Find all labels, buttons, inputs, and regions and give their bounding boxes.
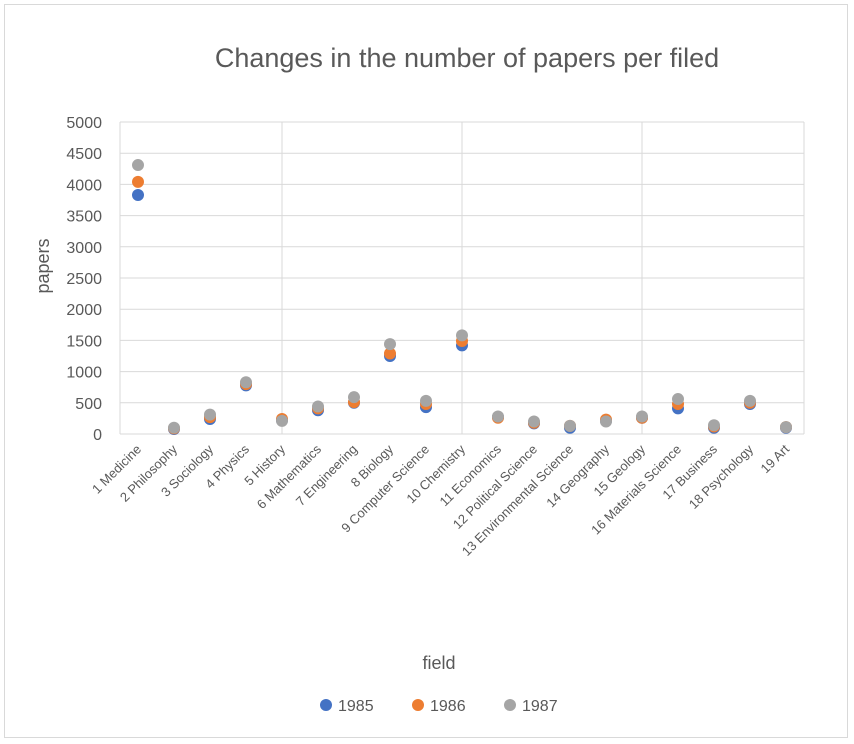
y-tick-label: 2000 [66,302,102,319]
legend-marker-1986 [412,699,424,711]
legend-label-1985: 1985 [338,698,374,715]
point-1987-15 [636,410,648,423]
point-1987-14 [600,415,612,428]
point-1987-10 [456,329,468,342]
point-1987-5 [276,414,288,427]
legend-marker-1987 [504,699,516,711]
point-1987-17 [708,419,720,432]
point-1987-18 [744,394,756,407]
point-1987-2 [168,421,180,434]
point-1987-12 [528,415,540,428]
y-tick-label: 1000 [66,365,102,382]
y-tick-label: 1500 [66,333,102,350]
legend-marker-1985 [320,699,332,711]
legend-label-1986: 1986 [430,698,466,715]
point-1987-11 [492,410,504,423]
x-tick-label: 19 Art [757,441,792,476]
point-1987-6 [312,400,324,413]
y-tick-label: 4000 [66,177,102,194]
point-1987-13 [564,419,576,432]
y-tick-label: 5000 [66,115,102,132]
point-1987-19 [780,421,792,434]
point-1987-4 [240,376,252,389]
data-points [132,159,792,436]
legend: 1985 1986 1987 [320,698,558,715]
point-1987-1 [132,159,144,172]
y-tick-label: 2500 [66,271,102,288]
point-1987-8 [384,338,396,351]
chart-frame [4,4,848,738]
y-axis-label: papers [33,238,53,293]
point-1987-9 [420,394,432,407]
point-1987-3 [204,408,216,421]
point-1987-7 [348,391,360,404]
y-tick-label: 500 [75,396,102,413]
point-1985-1 [132,189,144,202]
y-axis-ticks: 0 500 1000 1500 2000 2500 3000 3500 4000 4500 5000 [66,115,102,444]
y-tick-label: 3000 [66,240,102,257]
y-tick-label: 0 [93,427,102,444]
x-axis-label: field [422,653,455,673]
x-tick-label: 18 Psychology [686,441,757,512]
point-1986-1 [132,175,144,188]
y-tick-label: 3500 [66,209,102,226]
chart-title: Changes in the number of papers per file… [215,43,719,73]
point-1987-16 [672,393,684,406]
gridlines [119,121,805,435]
y-tick-label: 4500 [66,146,102,163]
point-1986-8 [384,347,396,360]
legend-label-1987: 1987 [522,698,558,715]
